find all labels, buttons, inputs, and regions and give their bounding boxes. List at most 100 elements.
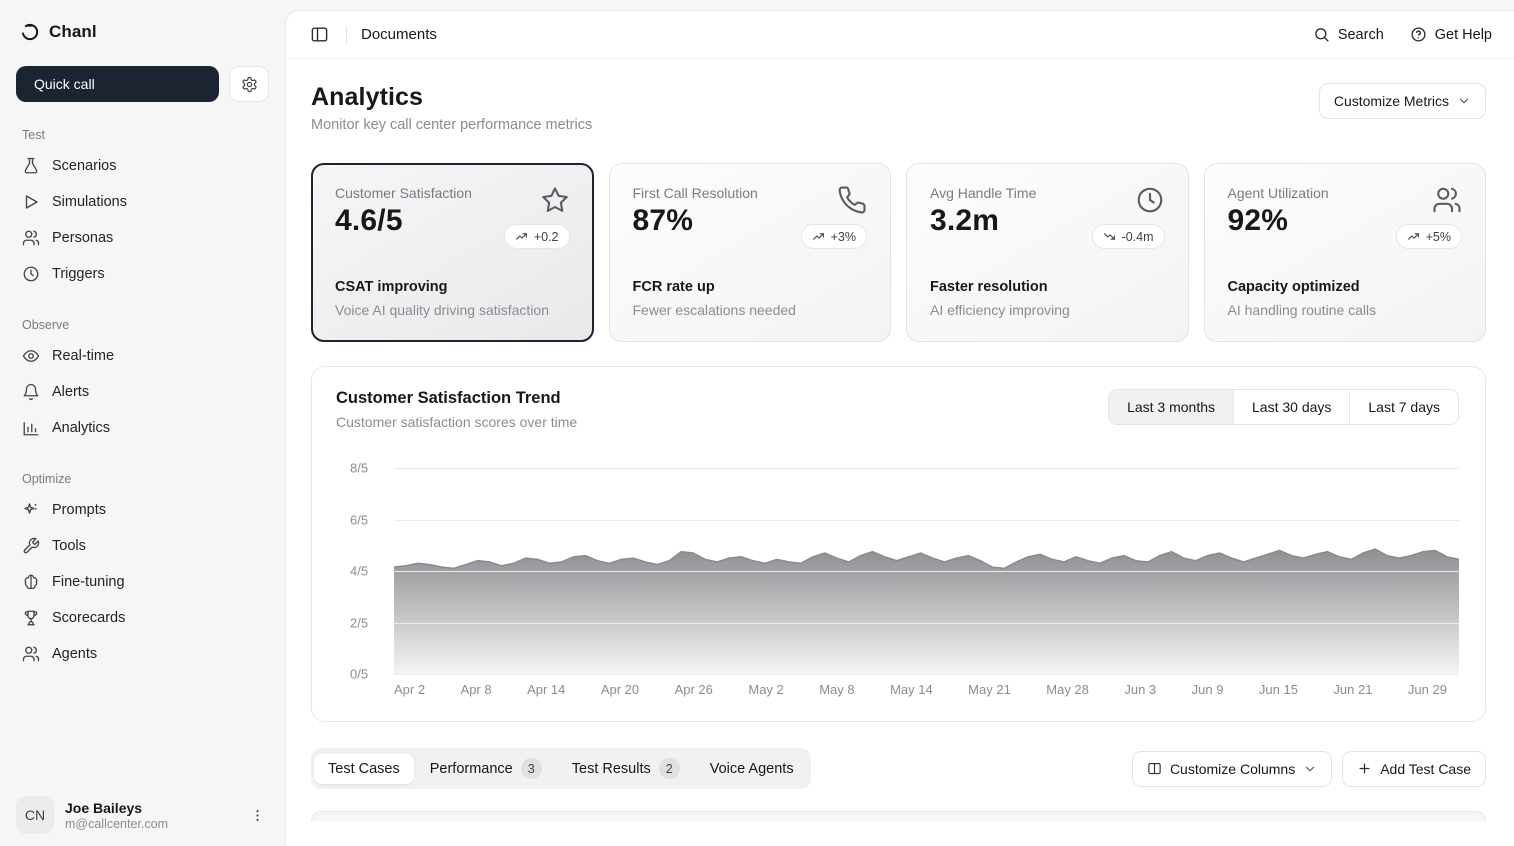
brand: Chanl xyxy=(16,16,269,46)
gridline xyxy=(394,468,1459,469)
sidebar-item-alerts[interactable]: Alerts xyxy=(16,374,269,410)
csat-chart: 0/5 2/5 4/5 6/5 8/5 xyxy=(350,461,1459,682)
range-tab-last-3-months[interactable]: Last 3 months xyxy=(1109,390,1233,424)
metric-headline: Faster resolution xyxy=(930,279,1048,295)
add-test-case-button[interactable]: Add Test Case xyxy=(1342,750,1486,787)
flask-icon xyxy=(22,157,40,175)
topbar: Documents Search Get Help xyxy=(286,11,1514,59)
range-tab-last-30-days[interactable]: Last 30 days xyxy=(1233,390,1350,424)
user-name: Joe Baileys xyxy=(65,799,143,816)
metric-card-avg-handle-time[interactable]: Avg Handle Time 3.2m -0.4m Faster resolu… xyxy=(906,163,1189,342)
sidebar-item-triggers[interactable]: Triggers xyxy=(16,256,269,292)
metric-value: 87% xyxy=(632,204,694,237)
clock-icon xyxy=(22,265,40,283)
metric-headline: CSAT improving xyxy=(335,279,448,295)
customize-metrics-button[interactable]: Customize Metrics xyxy=(1318,83,1486,119)
trending-up-icon xyxy=(812,230,825,243)
range-tab-last-7-days[interactable]: Last 7 days xyxy=(1349,390,1458,424)
chart-title: Customer Satisfaction Trend xyxy=(336,389,561,407)
bell-icon xyxy=(22,383,40,401)
test-tabs: Test Cases Performance 3 Test Results 2 … xyxy=(311,748,811,789)
delta-badge: +0.2 xyxy=(503,224,570,249)
sidebar-section-optimize: Optimize Prompts Tools Fine-tuning Score… xyxy=(16,472,269,672)
sidebar-item-scorecards[interactable]: Scorecards xyxy=(16,600,269,636)
x-axis-tick-label: May 14 xyxy=(890,682,933,697)
metric-headline: Capacity optimized xyxy=(1227,279,1360,295)
sidebar-item-scenarios[interactable]: Scenarios xyxy=(16,148,269,184)
metric-card-customer-satisfaction[interactable]: Customer Satisfaction 4.6/5 +0.2 CSAT im… xyxy=(311,163,594,342)
chevron-down-icon xyxy=(1457,94,1471,108)
analytics-page: Analytics Monitor key call center perfor… xyxy=(286,59,1514,846)
sidebar-item-analytics[interactable]: Analytics xyxy=(16,410,269,446)
gridline xyxy=(394,519,1459,521)
search-button[interactable]: Search xyxy=(1313,26,1384,43)
tab-voice-agents[interactable]: Voice Agents xyxy=(709,760,794,777)
sidebar-item-personas[interactable]: Personas xyxy=(16,220,269,256)
x-axis-tick-label: Apr 2 xyxy=(394,682,426,697)
section-label: Observe xyxy=(22,318,70,332)
csat-area-series xyxy=(394,549,1459,674)
avatar: CN xyxy=(16,796,54,834)
delta-badge: +3% xyxy=(800,224,867,249)
sparkles-icon xyxy=(22,501,40,519)
x-axis-tick-label: Jun 3 xyxy=(1124,682,1157,697)
y-axis-tick-label: 0/5 xyxy=(350,666,369,682)
user-menu-button[interactable] xyxy=(245,803,269,827)
range-tabs: Last 3 months Last 30 days Last 7 days xyxy=(1108,389,1459,425)
get-help-button[interactable]: Get Help xyxy=(1410,26,1492,43)
metric-headline: FCR rate up xyxy=(632,279,715,295)
sidebar-toggle-button[interactable] xyxy=(306,22,332,48)
page-breadcrumb: Documents xyxy=(361,26,437,43)
metric-card-first-call-resolution[interactable]: First Call Resolution 87% +3% FCR rate u… xyxy=(608,163,891,342)
wrench-icon xyxy=(22,537,40,555)
metric-card-agent-utilization[interactable]: Agent Utilization 92% +5% Capacity optim… xyxy=(1203,163,1486,342)
gear-icon xyxy=(241,76,258,93)
brand-logo-icon xyxy=(20,22,40,42)
x-axis-tick-label: May 8 xyxy=(819,682,855,697)
brain-icon xyxy=(22,573,40,591)
trending-up-icon xyxy=(1407,230,1420,243)
gridline xyxy=(394,674,1459,675)
csat-line-series xyxy=(394,549,1459,568)
sidebar-section-test: Test Scenarios Simulations Personas Trig… xyxy=(16,128,269,292)
sidebar-item-tools[interactable]: Tools xyxy=(16,528,269,564)
help-icon xyxy=(1410,26,1427,43)
columns-icon xyxy=(1147,761,1162,776)
delta-badge: -0.4m xyxy=(1091,224,1165,249)
sidebar-item-simulations[interactable]: Simulations xyxy=(16,184,269,220)
metric-value: 92% xyxy=(1227,204,1289,237)
customize-columns-button[interactable]: Customize Columns xyxy=(1131,750,1333,787)
gridline xyxy=(394,622,1459,624)
tab-test-cases[interactable]: Test Cases xyxy=(314,753,414,784)
x-axis-tick-label: Jun 29 xyxy=(1407,682,1447,697)
x-axis-tick-label: Apr 20 xyxy=(600,682,640,697)
count-badge: 2 xyxy=(658,758,680,779)
users-icon xyxy=(1432,185,1462,215)
x-axis-tick-label: Apr 26 xyxy=(674,682,713,697)
csat-chart-plot xyxy=(394,468,1459,674)
metric-description: Fewer escalations needed xyxy=(632,302,796,318)
csat-chart-x-axis: Apr 2 Apr 8 Apr 14 Apr 20 Apr 26 May 2 May 8 Ma… xyxy=(394,682,1459,697)
sidebar-item-fine-tuning[interactable]: Fine-tuning xyxy=(16,564,269,600)
tab-performance[interactable]: Performance 3 xyxy=(416,751,556,786)
sidebar-item-prompts[interactable]: Prompts xyxy=(16,492,269,528)
csat-trend-card: Customer Satisfaction Trend Customer sat… xyxy=(311,366,1486,722)
main-panel: Documents Search Get Help Analytics Moni… xyxy=(285,10,1514,846)
quick-call-button[interactable]: Quick call xyxy=(16,66,219,102)
sidebar: Chanl Quick call Test Scenarios Simulati… xyxy=(0,0,285,846)
x-axis-tick-label: May 21 xyxy=(968,682,1011,697)
users-icon xyxy=(22,645,40,663)
test-cases-table-card xyxy=(311,811,1486,821)
play-icon xyxy=(22,193,40,211)
star-icon xyxy=(540,185,570,215)
users-icon xyxy=(22,229,40,247)
settings-button[interactable] xyxy=(229,66,269,102)
user-account[interactable]: CN Joe Baileys m@callcenter.com xyxy=(16,796,269,834)
metric-description: Voice AI quality driving satisfaction xyxy=(335,302,550,318)
sidebar-item-agents[interactable]: Agents xyxy=(16,636,269,672)
sidebar-item-real-time[interactable]: Real-time xyxy=(16,338,269,374)
x-axis-tick-label: May 2 xyxy=(748,682,784,697)
x-axis-tick-label: Jun 9 xyxy=(1191,682,1224,697)
tab-test-results[interactable]: Test Results 2 xyxy=(558,751,694,786)
y-axis-tick-label: 2/5 xyxy=(350,615,369,630)
